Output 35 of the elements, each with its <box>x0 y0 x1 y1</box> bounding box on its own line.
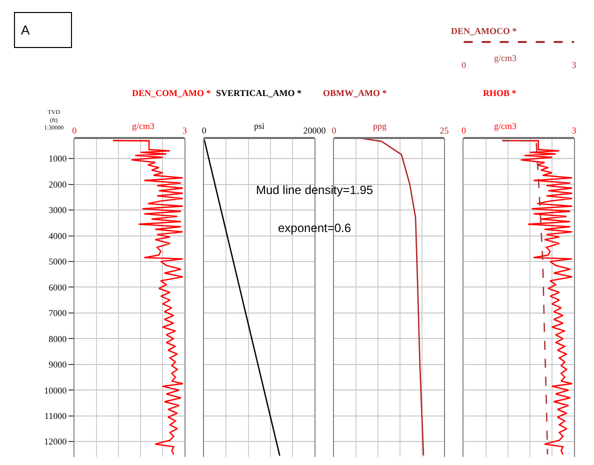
x-tick-label: 0 <box>332 125 337 136</box>
x-tick-label: 3 <box>182 125 188 136</box>
x-tick-label: 0 <box>202 125 207 136</box>
y-tick-label: 3000 <box>48 205 68 216</box>
x-tick-label: 25 <box>440 125 450 136</box>
x-tick-label: 3 <box>572 125 577 136</box>
x-tick-label: 0 <box>461 125 466 136</box>
y-tick-label: 1000 <box>48 154 68 164</box>
y-tick-label: 12000 <box>44 436 68 447</box>
y-tick-label: 4000 <box>48 230 68 241</box>
y-tick-label: 6000 <box>48 282 68 292</box>
x-tick-label: 20000 <box>303 125 326 136</box>
x-axis-title: ppg <box>373 121 387 131</box>
y-tick-label: 7000 <box>48 308 68 318</box>
text: RHOB * <box>483 88 517 98</box>
x-tick-label: 0 <box>72 125 78 136</box>
text: SVERTICAL_AMO * <box>216 88 302 98</box>
annotation: exponent=0.6 <box>278 221 352 235</box>
text: A <box>21 22 30 38</box>
text: DEN_AMOCO * <box>451 26 518 36</box>
y-tick-label: 11000 <box>44 410 68 421</box>
x2-tick-label: 3 <box>572 60 577 70</box>
y-tick-label: 9000 <box>48 360 68 370</box>
x-axis-title: psi <box>254 121 265 131</box>
y-tick-label: 5000 <box>48 256 68 267</box>
x-axis-title: g/cm3 <box>132 121 155 131</box>
y-tick-label: 8000 <box>48 334 68 344</box>
x2-tick-label: 0 <box>461 60 466 70</box>
y-tick-label: 10000 <box>44 385 68 396</box>
x-axis-title: g/cm3 <box>494 121 517 131</box>
text: OBMW_AMO * <box>323 88 388 98</box>
x2-axis-title: g/cm3 <box>494 53 517 63</box>
annotation: Mud line density=1.95 <box>256 183 374 197</box>
text: DEN_COM_AMO * <box>132 88 212 98</box>
y-tick-label: 2000 <box>48 179 68 190</box>
